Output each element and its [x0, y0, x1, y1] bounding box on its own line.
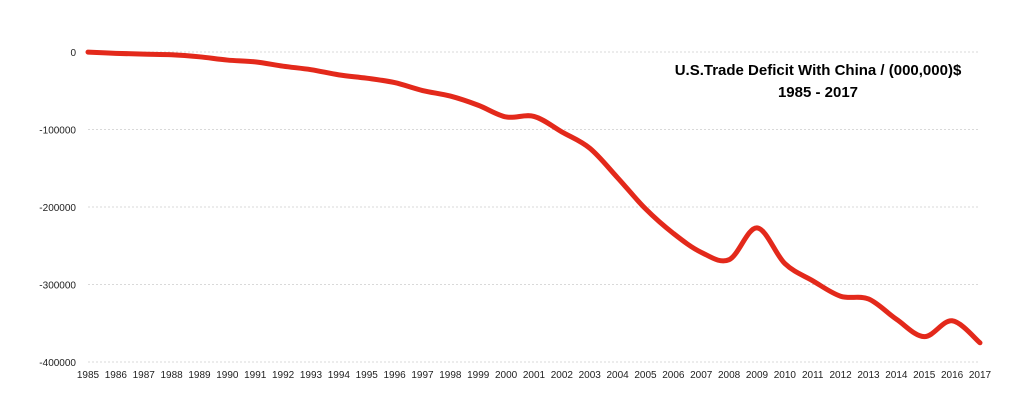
x-tick-label: 1997	[411, 370, 434, 381]
x-tick-label: 2015	[913, 370, 936, 381]
x-tick-label: 2010	[774, 370, 797, 381]
x-tick-label: 1999	[467, 370, 490, 381]
x-tick-label: 2004	[607, 370, 630, 381]
x-tick-label: 2006	[662, 370, 685, 381]
x-tick-label: 1986	[105, 370, 128, 381]
x-tick-label: 2012	[830, 370, 853, 381]
x-tick-label: 1991	[244, 370, 267, 381]
chart-subtitle: 1985 - 2017	[778, 84, 858, 101]
x-tick-label: 2009	[746, 370, 769, 381]
y-tick-label: -200000	[39, 203, 76, 214]
x-tick-label: 2002	[551, 370, 574, 381]
x-tick-label: 2014	[885, 370, 908, 381]
chart-title: U.S.Trade Deficit With China / (000,000)…	[675, 62, 962, 79]
x-tick-label: 1992	[272, 370, 295, 381]
x-tick-label: 1989	[188, 370, 211, 381]
x-tick-label: 2016	[941, 370, 964, 381]
x-tick-label: 2005	[634, 370, 657, 381]
y-tick-label: -300000	[39, 281, 76, 292]
x-tick-label: 2013	[857, 370, 880, 381]
gridlines	[88, 51, 980, 363]
x-tick-label: 1985	[77, 370, 100, 381]
x-tick-label: 2008	[718, 370, 741, 381]
x-axis-ticks: 1985 1986 1987 1988 1989 1990 1991 1992 1993 1994…	[77, 370, 992, 381]
y-tick-label: -400000	[39, 358, 76, 369]
x-tick-label: 1990	[216, 370, 239, 381]
x-tick-label: 2001	[523, 370, 546, 381]
x-tick-label: 2017	[969, 370, 992, 381]
x-tick-label: 2003	[579, 370, 602, 381]
x-tick-label: 1987	[133, 370, 156, 381]
x-tick-label: 1993	[300, 370, 323, 381]
x-tick-label: 2011	[802, 370, 824, 381]
x-tick-label: 1998	[439, 370, 462, 381]
trade-deficit-line	[85, 49, 983, 346]
x-tick-label: 2007	[690, 370, 713, 381]
x-tick-label: 1995	[356, 370, 379, 381]
x-tick-label: 1994	[328, 370, 351, 381]
y-tick-label: -100000	[39, 126, 76, 137]
x-tick-label: 2000	[495, 370, 518, 381]
x-tick-label: 1996	[384, 370, 407, 381]
y-axis-ticks: 0 -100000 -200000 -300000 -400000	[39, 48, 76, 369]
x-tick-label: 1988	[161, 370, 184, 381]
y-tick-label: 0	[70, 48, 76, 59]
